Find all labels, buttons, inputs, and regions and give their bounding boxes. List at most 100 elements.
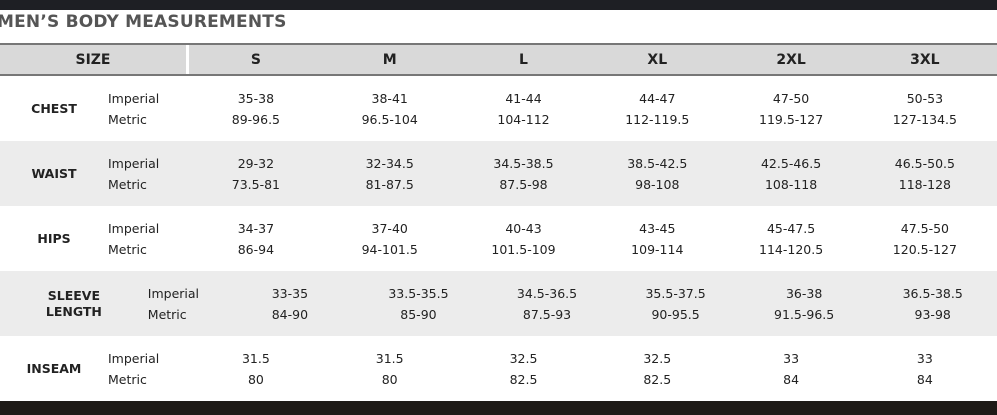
table-cell: 34.5-38.5 87.5-98: [457, 153, 591, 195]
table-cell: 32-34.5 81-87.5: [323, 153, 457, 195]
table-cell: 33 84: [858, 348, 992, 390]
metric-value: 82.5: [509, 371, 538, 387]
table-cell: 44-47 112-119.5: [590, 88, 724, 130]
imperial-label: Imperial: [108, 350, 160, 366]
metric-label: Metric: [147, 306, 187, 322]
measurement-label: HIPS: [37, 230, 71, 246]
unit-labels: Imperial Metric: [108, 218, 189, 260]
metric-value: 127-134.5: [892, 111, 957, 127]
header-row: SIZE S M L XL 2XL 3XL: [0, 43, 997, 76]
imperial-value: 32.5: [509, 350, 538, 366]
table-row: WAIST Imperial Metric 29-32 73.5-81 32-3…: [0, 141, 997, 206]
unit-labels: Imperial Metric: [108, 348, 189, 390]
size-header-s: S: [250, 51, 261, 68]
imperial-label: Imperial: [147, 285, 200, 301]
imperial-value: 50-53: [906, 90, 944, 106]
table-cell: 37-40 94-101.5: [323, 218, 457, 260]
metric-label: Metric: [108, 176, 147, 192]
table-cell: 35-38 89-96.5: [189, 88, 323, 130]
metric-value: 93-98: [914, 306, 951, 322]
imperial-value: 42.5-46.5: [760, 155, 822, 171]
metric-value: 120.5-127: [892, 241, 957, 257]
metric-value: 87.5-98: [499, 176, 548, 192]
metric-value: 109-114: [631, 241, 684, 257]
size-header-l: L: [519, 51, 528, 68]
table-cell: 35.5-37.5 90-95.5: [611, 283, 740, 325]
imperial-value: 33-35: [271, 285, 309, 301]
measurement-label: WAIST: [31, 165, 77, 181]
size-header-xl: XL: [647, 51, 668, 68]
imperial-value: 44-47: [639, 90, 676, 106]
imperial-value: 36.5-38.5: [902, 285, 963, 301]
metric-value: 114-120.5: [759, 241, 824, 257]
metric-value: 82.5: [643, 371, 672, 387]
imperial-value: 38.5-42.5: [627, 155, 688, 171]
measurement-label: SLEEVE LENGTH: [45, 287, 102, 319]
imperial-value: 45-47.5: [766, 220, 816, 236]
imperial-value: 29-32: [237, 155, 275, 171]
metric-value: 91.5-96.5: [774, 306, 835, 322]
metric-value: 87.5-93: [522, 306, 572, 322]
measurement-label: INSEAM: [26, 360, 82, 376]
imperial-value: 33.5-35.5: [388, 285, 449, 301]
imperial-label: Imperial: [108, 220, 160, 236]
table-cell: 42.5-46.5 108-118: [724, 153, 858, 195]
imperial-value: 33: [916, 350, 933, 366]
imperial-value: 41-44: [505, 90, 542, 106]
metric-value: 90-95.5: [651, 306, 700, 322]
top-bar: [0, 0, 997, 10]
metric-value: 80: [381, 371, 398, 387]
imperial-value: 47.5-50: [900, 220, 949, 236]
metric-value: 101.5-109: [491, 241, 556, 257]
size-header-m: M: [382, 51, 397, 68]
imperial-value: 34-37: [237, 220, 275, 236]
table-cell: 50-53 127-134.5: [858, 88, 992, 130]
imperial-value: 34.5-36.5: [516, 285, 578, 301]
imperial-label: Imperial: [108, 155, 160, 171]
imperial-value: 34.5-38.5: [493, 155, 554, 171]
table-row: SLEEVE LENGTH Imperial Metric 33-35 84-9…: [0, 271, 997, 336]
metric-value: 112-119.5: [625, 111, 690, 127]
table-cell: 36.5-38.5 93-98: [868, 283, 997, 325]
table-cell: 40-43 101.5-109: [457, 218, 591, 260]
table-cell: 47-50 119.5-127: [724, 88, 858, 130]
imperial-value: 32-34.5: [365, 155, 414, 171]
metric-label: Metric: [108, 111, 147, 127]
metric-value: 108-118: [764, 176, 818, 192]
imperial-value: 40-43: [505, 220, 542, 236]
size-header-3xl: 3XL: [910, 51, 940, 68]
imperial-value: 37-40: [371, 220, 408, 236]
metric-value: 96.5-104: [361, 111, 418, 127]
metric-value: 73.5-81: [231, 176, 281, 192]
table-cell: 33-35 84-90: [226, 283, 355, 325]
metric-value: 118-128: [898, 176, 951, 192]
table-cell: 29-32 73.5-81: [189, 153, 323, 195]
metric-value: 119.5-127: [759, 111, 824, 127]
metric-label: Metric: [108, 371, 147, 387]
table-cell: 33.5-35.5 85-90: [354, 283, 483, 325]
size-header-2xl: 2XL: [776, 51, 806, 68]
table-cell: 46.5-50.5 118-128: [858, 153, 992, 195]
imperial-value: 33: [783, 350, 800, 366]
metric-value: 85-90: [400, 306, 437, 322]
table-cell: 34-37 86-94: [189, 218, 323, 260]
measurement-label: CHEST: [31, 100, 77, 116]
size-header: SIZE: [0, 45, 189, 74]
imperial-value: 35-38: [237, 90, 275, 106]
imperial-value: 36-38: [785, 285, 823, 301]
imperial-value: 47-50: [772, 90, 810, 106]
unit-labels: Imperial Metric: [108, 88, 189, 130]
table-row: CHEST Imperial Metric 35-38 89-96.5 38-4…: [0, 76, 997, 141]
metric-value: 94-101.5: [361, 241, 418, 257]
metric-value: 80: [247, 371, 264, 387]
unit-labels: Imperial Metric: [148, 283, 226, 325]
imperial-value: 31.5: [375, 350, 404, 366]
table-cell: 45-47.5 114-120.5: [724, 218, 858, 260]
size-chart-table: SIZE S M L XL 2XL 3XL CHEST Imperial Metric 3…: [0, 43, 997, 403]
table-cell: 36-38 91.5-96.5: [740, 283, 869, 325]
table-cell: 41-44 104-112: [457, 88, 591, 130]
metric-value: 98-108: [635, 176, 680, 192]
imperial-label: Imperial: [108, 90, 160, 106]
imperial-value: 32.5: [643, 350, 672, 366]
table-cell: 47.5-50 120.5-127: [858, 218, 992, 260]
